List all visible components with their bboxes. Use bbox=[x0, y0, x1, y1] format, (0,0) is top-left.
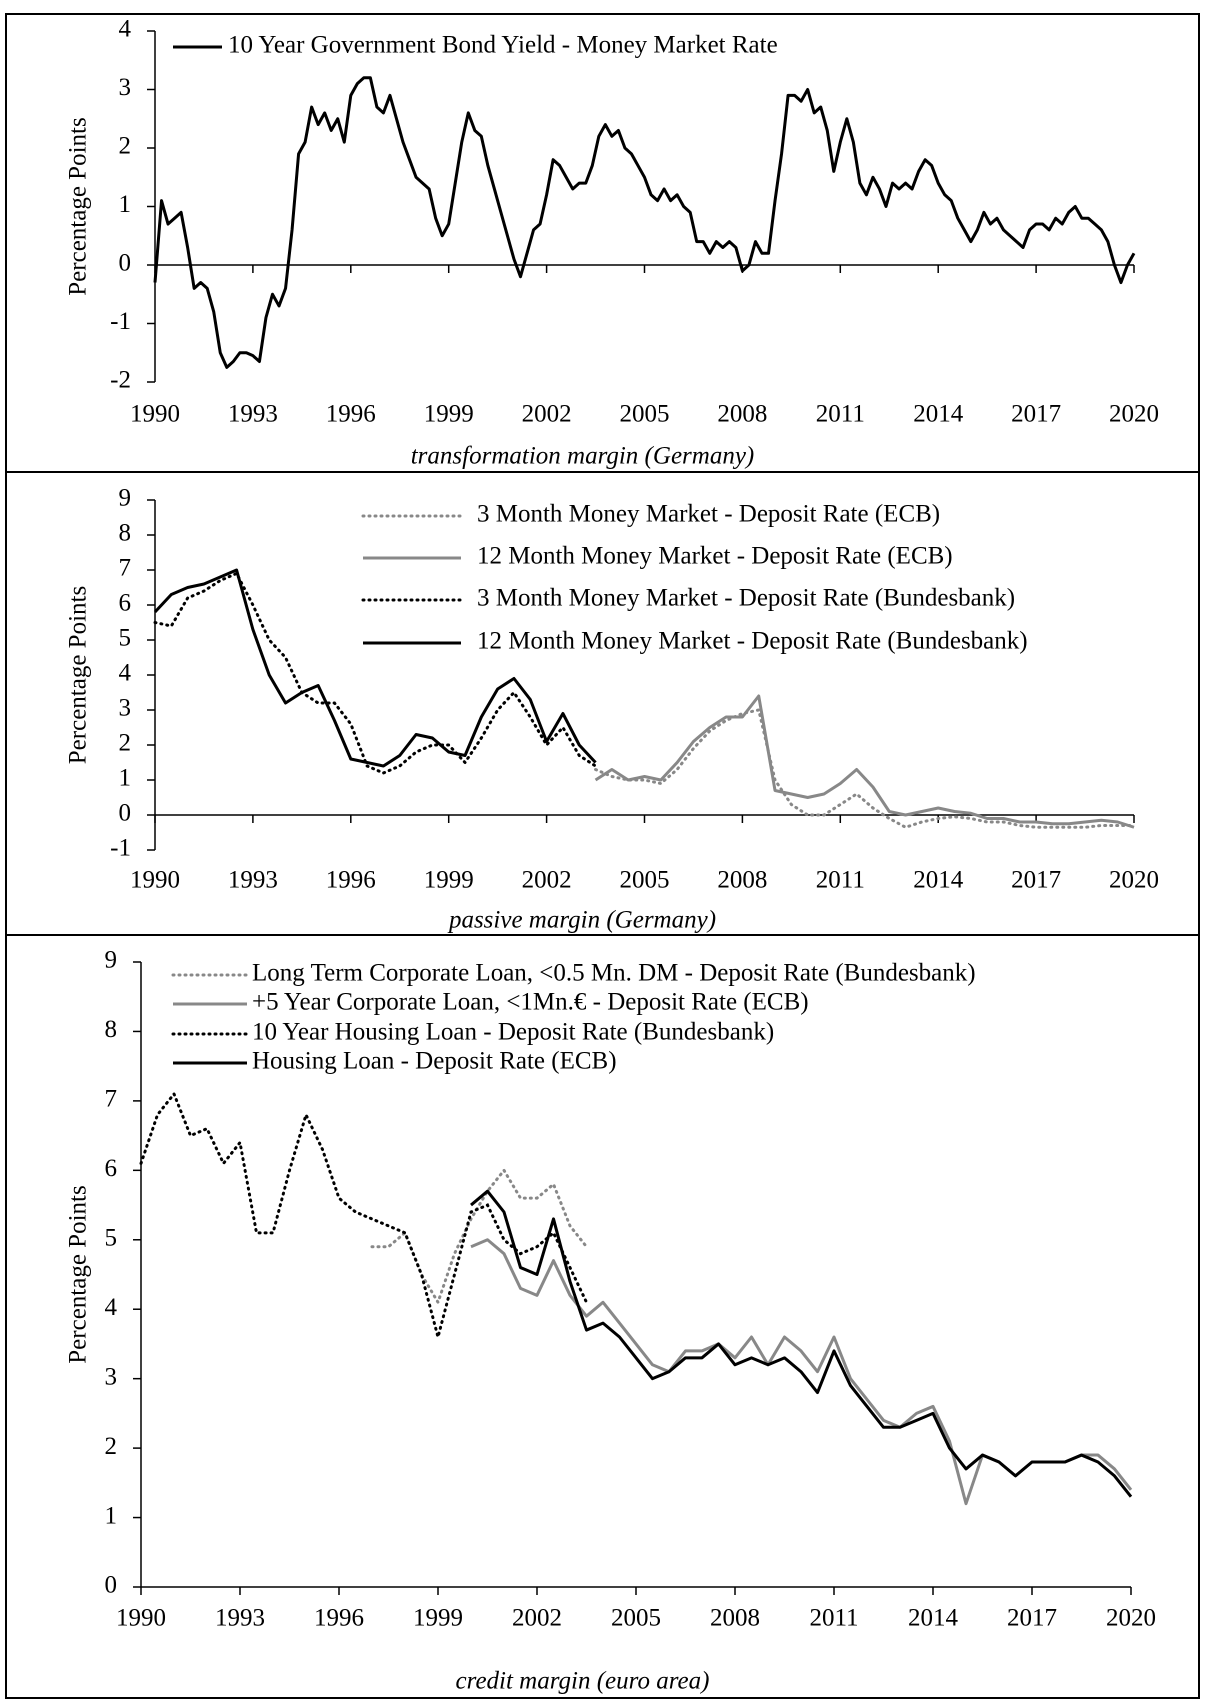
x-tick-label: 2017 bbox=[1011, 867, 1061, 894]
x-tick-label: 2011 bbox=[809, 1605, 858, 1632]
x-tick-label: 2008 bbox=[717, 867, 767, 894]
y-tick-label: 7 bbox=[119, 555, 132, 582]
y-tick-label: -1 bbox=[110, 308, 131, 335]
caption: transformation margin (Germany) bbox=[411, 443, 755, 470]
y-tick-label: 1 bbox=[105, 1502, 118, 1529]
x-tick-label: 2005 bbox=[611, 1605, 661, 1632]
y-tick-label: 3 bbox=[119, 74, 132, 101]
x-tick-label: 2008 bbox=[717, 401, 767, 428]
caption: passive margin (Germany) bbox=[447, 907, 716, 934]
x-tick-label: 1990 bbox=[130, 867, 180, 894]
x-tick-label: 2005 bbox=[620, 867, 670, 894]
series-line bbox=[594, 708, 1136, 829]
x-tick-label: 2002 bbox=[512, 1605, 562, 1632]
y-tick-label: 2 bbox=[119, 730, 132, 757]
legend-label: 10 Year Housing Loan - Deposit Rate (Bun… bbox=[252, 1019, 774, 1046]
y-tick-label: 6 bbox=[105, 1155, 118, 1182]
x-tick-label: 2020 bbox=[1109, 401, 1159, 428]
series-line bbox=[370, 1167, 588, 1306]
y-tick-label: -2 bbox=[110, 367, 131, 394]
x-tick-label: 1996 bbox=[326, 867, 376, 894]
legend-label: +5 Year Corporate Loan, <1Mn.€ - Deposit… bbox=[252, 989, 809, 1016]
y-tick-label: 1 bbox=[119, 191, 132, 218]
x-tick-label: 2002 bbox=[522, 401, 572, 428]
series-line bbox=[153, 571, 598, 775]
x-tick-label: 2002 bbox=[522, 867, 572, 894]
x-tick-label: 1999 bbox=[424, 401, 474, 428]
y-tick-label: 8 bbox=[105, 1016, 118, 1043]
x-tick-label: 2011 bbox=[816, 867, 865, 894]
x-tick-label: 1999 bbox=[413, 1605, 463, 1632]
x-tick-label: 2011 bbox=[816, 401, 865, 428]
legend-label: Long Term Corporate Loan, <0.5 Mn. DM - … bbox=[252, 960, 976, 987]
x-tick-label: 1993 bbox=[228, 401, 278, 428]
x-tick-label: 2014 bbox=[913, 867, 964, 894]
y-tick-label: 7 bbox=[105, 1086, 118, 1113]
y-axis-label: Percentage Points bbox=[65, 1185, 92, 1363]
legend-label: 12 Month Money Market - Deposit Rate (EC… bbox=[477, 543, 953, 570]
y-tick-label: 8 bbox=[119, 520, 132, 547]
y-tick-label: 4 bbox=[105, 1294, 118, 1321]
y-tick-label: 2 bbox=[105, 1433, 118, 1460]
y-axis-label: Percentage Points bbox=[65, 117, 92, 295]
legend-label: 3 Month Money Market - Deposit Rate (ECB… bbox=[477, 501, 940, 528]
y-tick-label: -1 bbox=[110, 835, 131, 862]
y-tick-label: 3 bbox=[105, 1363, 118, 1390]
series-line bbox=[153, 568, 597, 768]
y-tick-label: 0 bbox=[119, 800, 132, 827]
y-tick-label: 3 bbox=[119, 695, 132, 722]
legend-label: 12 Month Money Market - Deposit Rate (Bu… bbox=[477, 628, 1028, 655]
y-tick-label: 1 bbox=[119, 765, 132, 792]
figure-border bbox=[5, 13, 1200, 1699]
series-line bbox=[153, 76, 1136, 369]
y-tick-label: 0 bbox=[119, 250, 132, 277]
y-tick-label: 9 bbox=[105, 947, 118, 974]
x-tick-label: 2008 bbox=[710, 1605, 760, 1632]
y-axis-label: Percentage Points bbox=[65, 586, 92, 764]
legend-label: 10 Year Government Bond Yield - Money Ma… bbox=[228, 32, 778, 59]
y-tick-label: 4 bbox=[119, 660, 132, 687]
y-tick-label: 9 bbox=[119, 485, 132, 512]
y-tick-label: 4 bbox=[119, 16, 132, 43]
x-tick-label: 2017 bbox=[1011, 401, 1061, 428]
x-tick-label: 1993 bbox=[215, 1605, 265, 1632]
y-tick-label: 5 bbox=[119, 625, 132, 652]
x-tick-label: 2014 bbox=[913, 401, 964, 428]
y-tick-label: 5 bbox=[105, 1225, 118, 1252]
x-tick-label: 2020 bbox=[1106, 1605, 1156, 1632]
x-tick-label: 2020 bbox=[1109, 867, 1159, 894]
y-tick-label: 0 bbox=[105, 1572, 118, 1599]
caption: credit margin (euro area) bbox=[456, 1668, 710, 1695]
legend-label: 3 Month Money Market - Deposit Rate (Bun… bbox=[477, 585, 1015, 612]
x-tick-label: 1993 bbox=[228, 867, 278, 894]
series-line bbox=[594, 694, 1135, 829]
x-tick-label: 1999 bbox=[424, 867, 474, 894]
x-tick-label: 1996 bbox=[326, 401, 376, 428]
y-tick-label: 2 bbox=[119, 133, 132, 160]
legend-label: Housing Loan - Deposit Rate (ECB) bbox=[252, 1048, 617, 1075]
x-tick-label: 1996 bbox=[314, 1605, 364, 1632]
x-tick-label: 2017 bbox=[1007, 1605, 1057, 1632]
x-tick-label: 2005 bbox=[620, 401, 670, 428]
x-tick-label: 1990 bbox=[116, 1605, 166, 1632]
series-line bbox=[470, 1189, 1133, 1498]
series-line bbox=[139, 1090, 588, 1343]
x-tick-label: 2014 bbox=[908, 1605, 959, 1632]
x-tick-label: 1990 bbox=[130, 401, 180, 428]
y-tick-label: 6 bbox=[119, 590, 132, 617]
